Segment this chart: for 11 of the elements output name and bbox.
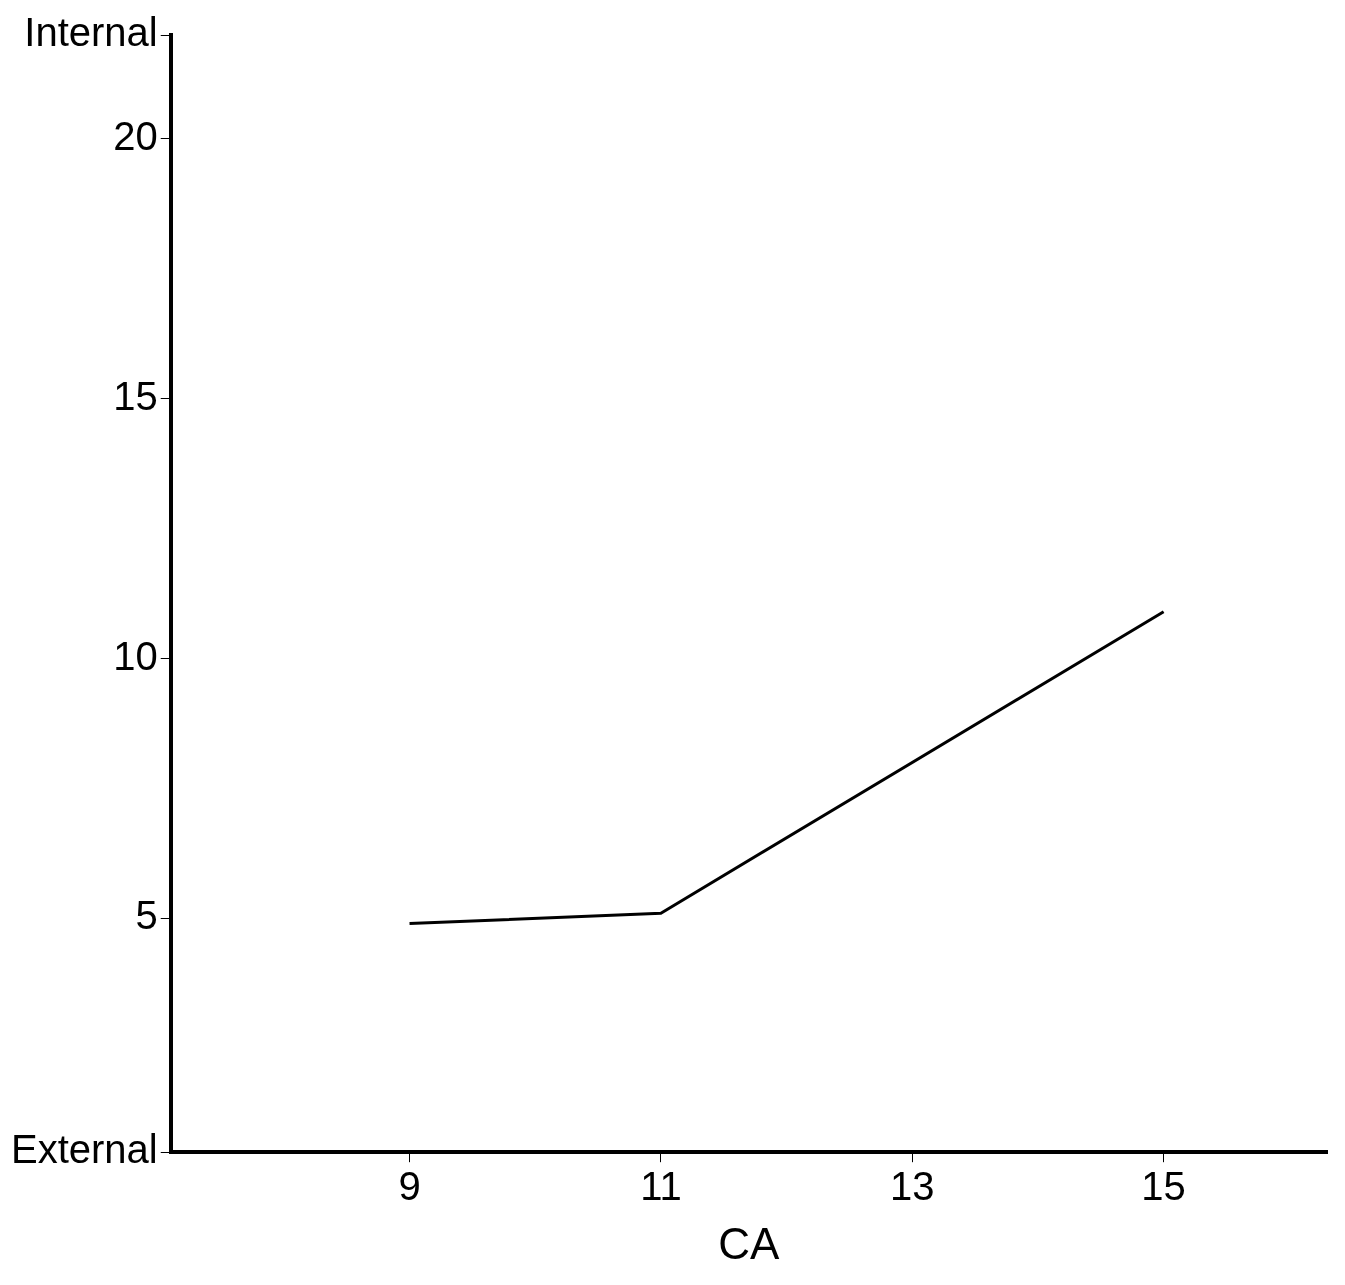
x-axis-title: CA <box>718 1218 781 1268</box>
y-tick-label: 10 <box>113 633 158 678</box>
y-tick-label: External <box>10 1127 158 1172</box>
y-tick-label: 20 <box>113 113 158 158</box>
x-tick-label: 13 <box>890 1164 935 1209</box>
x-tick-label: 9 <box>398 1164 421 1209</box>
x-tick-label: 11 <box>640 1164 682 1209</box>
y-tick-label: 5 <box>135 893 158 938</box>
y-tick-label: 15 <box>113 373 158 418</box>
x-tick-label: 15 <box>1141 1164 1186 1209</box>
y-tick-label: Internal <box>24 10 158 55</box>
